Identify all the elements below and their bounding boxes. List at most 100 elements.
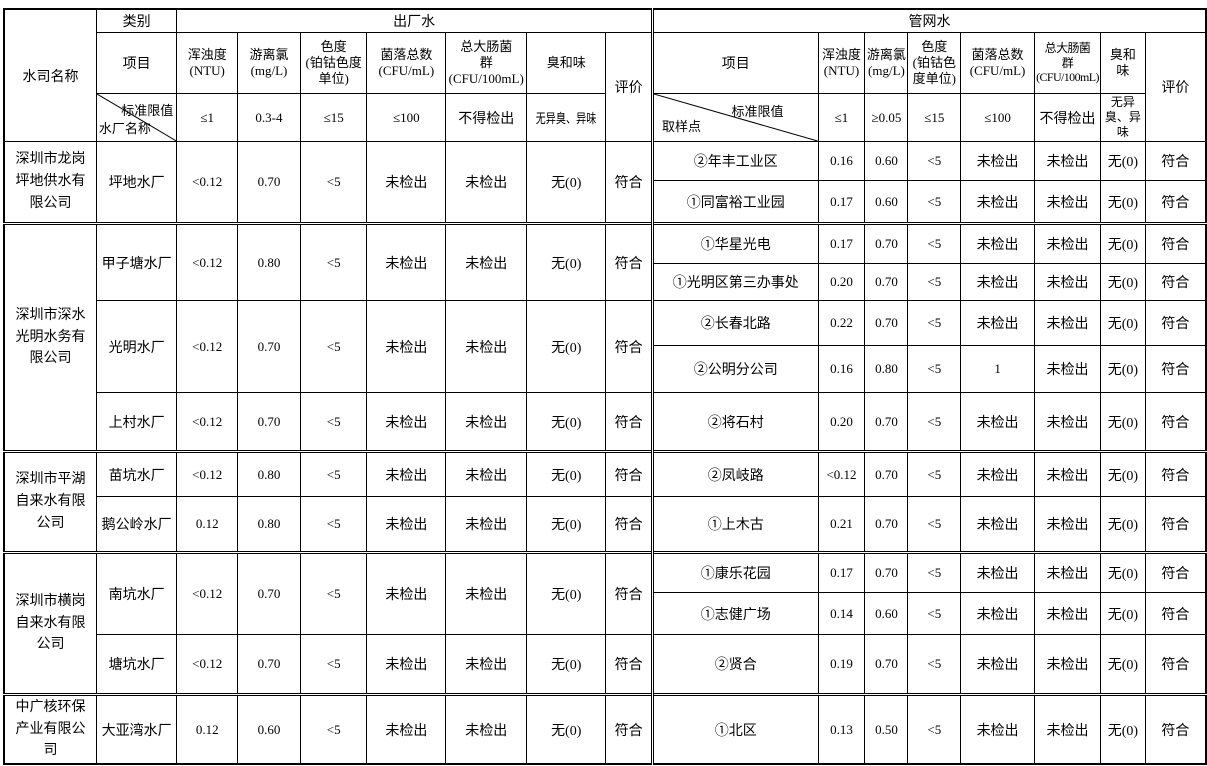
network-value-cell: 0.21 [817, 496, 866, 553]
plant-value-cell: 未检出 [445, 551, 528, 635]
plant-value-cell: 未检出 [445, 450, 528, 497]
plant-value-cell: <0.12 [176, 551, 239, 635]
network-value-cell: 未检出 [1033, 263, 1101, 301]
plant-value-cell: 0.70 [237, 634, 301, 695]
network-value-cell: 未检出 [1033, 392, 1101, 452]
network-value-cell: 0.60 [864, 180, 909, 224]
plant-value-cell: 未检出 [366, 634, 447, 695]
network-value-cell: 未检出 [960, 496, 1035, 553]
network-value-cell: <5 [907, 496, 962, 553]
point-cell: ②将石村 [650, 392, 819, 452]
network-value-cell: 0.17 [817, 180, 866, 224]
network-water-header: 管网水 [650, 8, 1207, 33]
plant-value-cell: 无(0) [526, 392, 607, 452]
plant-name-cell: 光明水厂 [95, 300, 178, 393]
point-cell: ①志健广场 [650, 592, 819, 635]
network-value-cell: 0.20 [817, 392, 866, 452]
plant-value-cell: <5 [299, 222, 368, 301]
sampling-point-label: 取样点 [661, 119, 701, 134]
limit-cell: 无异臭、异味 [1099, 93, 1146, 142]
point-cell: ②年丰工业区 [650, 141, 819, 181]
network-value-cell: 无(0) [1099, 263, 1146, 301]
network-eval-cell: 符合 [1144, 345, 1207, 393]
plant-value-cell: 无(0) [526, 634, 607, 695]
network-value-cell: 0.70 [864, 300, 909, 346]
network-value-cell: 未检出 [960, 693, 1035, 765]
limit-cell: ≤1 [176, 93, 239, 142]
table-row: 深圳市龙岗坪地供水有限公司 坪地水厂 <0.12 0.70 <5 未检出 未检出… [3, 141, 1207, 224]
network-value-cell: 0.20 [817, 263, 866, 301]
company-cell: 深圳市龙岗坪地供水有限公司 [3, 141, 97, 224]
param-header-turbidity-left: 浑浊度 (NTU) [176, 32, 239, 94]
plant-value-cell: 未检出 [445, 634, 528, 695]
param-header-chlorine-left: 游离氯 (mg/L) [237, 32, 301, 94]
diagonal-line [97, 94, 176, 141]
company-col-header: 水司名称 [3, 8, 97, 142]
param-header-color-right: 色度 (铂钴色 度单位) [907, 32, 962, 94]
param-header-odor-left: 臭和味 [526, 32, 607, 94]
network-value-cell: 未检出 [1033, 300, 1101, 346]
network-value-cell: <5 [907, 180, 962, 224]
plant-name-cell: 塘坑水厂 [95, 634, 178, 695]
plant-eval-cell: 符合 [605, 222, 653, 301]
table-row: 鹅公岭水厂 0.12 0.80 <5 未检出 未检出 无(0) 符合 ①上木古 … [4, 496, 1207, 553]
network-value-cell: 未检出 [960, 141, 1035, 181]
network-value-cell: <5 [907, 450, 962, 497]
network-eval-cell: 符合 [1144, 496, 1207, 553]
network-value-cell: 未检出 [960, 263, 1035, 301]
network-value-cell: 未检出 [960, 392, 1035, 452]
limit-cell: ≤15 [299, 93, 368, 142]
plant-eval-cell: 符合 [605, 634, 653, 695]
plant-value-cell: 无(0) [526, 693, 607, 765]
company-cell: 中广核环保产业有限公司 [3, 693, 97, 765]
point-cell: ①康乐花园 [650, 551, 819, 593]
plant-value-cell: 未检出 [366, 392, 447, 452]
network-value-cell: 0.70 [864, 450, 909, 497]
network-value-cell: 0.70 [864, 634, 909, 695]
plant-value-cell: 未检出 [366, 551, 447, 635]
factory-water-header: 出厂水 [176, 8, 653, 33]
network-value-cell: 0.13 [817, 693, 866, 765]
plant-value-cell: 0.70 [237, 551, 301, 635]
point-cell: ①上木古 [650, 496, 819, 553]
network-value-cell: 未检出 [1033, 450, 1101, 497]
network-value-cell: 0.17 [817, 222, 866, 264]
plant-value-cell: <5 [299, 450, 368, 497]
limit-cell: 0.3-4 [237, 93, 301, 142]
plant-value-cell: 未检出 [445, 693, 528, 765]
network-eval-cell: 符合 [1144, 180, 1207, 224]
network-value-cell: 0.14 [817, 592, 866, 635]
table-row: 中广核环保产业有限公司 大亚湾水厂 0.12 0.60 <5 未检出 未检出 无… [3, 693, 1207, 765]
limit-cell: ≤100 [960, 93, 1035, 142]
plant-eval-cell: 符合 [605, 551, 653, 635]
plant-value-cell: 无(0) [526, 141, 607, 224]
network-eval-cell: 符合 [1144, 634, 1207, 695]
plant-value-cell: 无(0) [526, 496, 607, 553]
network-value-cell: <5 [907, 141, 962, 181]
limit-cell: 不得检出 [445, 93, 528, 142]
network-value-cell: 未检出 [960, 180, 1035, 224]
plant-value-cell: <0.12 [176, 222, 239, 301]
network-value-cell: <0.12 [817, 450, 866, 497]
network-value-cell: 0.50 [864, 693, 909, 765]
plant-value-cell: 0.12 [176, 693, 239, 765]
standard-limit-label: 标准限值 [731, 104, 784, 119]
plant-name-cell: 苗坑水厂 [95, 450, 178, 497]
network-value-cell: 无(0) [1099, 180, 1146, 224]
plant-value-cell: 无(0) [526, 222, 607, 301]
plant-value-cell: <5 [299, 693, 368, 765]
plant-value-cell: 无(0) [526, 450, 607, 497]
network-value-cell: <5 [907, 263, 962, 301]
plant-eval-cell: 符合 [605, 392, 653, 452]
network-value-cell: 未检出 [1033, 551, 1101, 593]
plant-name-cell: 坪地水厂 [95, 141, 178, 224]
param-header-coliform-right: 总大肠菌 群 (CFU/100mL) [1033, 32, 1101, 94]
limit-cell: 无异臭、异味 [526, 93, 607, 142]
network-value-cell: 未检出 [1033, 693, 1101, 765]
network-value-cell: 无(0) [1099, 222, 1146, 264]
network-eval-cell: 符合 [1144, 263, 1207, 301]
network-value-cell: 无(0) [1099, 634, 1146, 695]
plant-value-cell: 未检出 [445, 141, 528, 224]
limit-cell: ≤1 [817, 93, 866, 142]
